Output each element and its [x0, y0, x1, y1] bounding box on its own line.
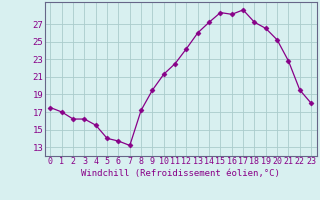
X-axis label: Windchill (Refroidissement éolien,°C): Windchill (Refroidissement éolien,°C) [81, 169, 280, 178]
